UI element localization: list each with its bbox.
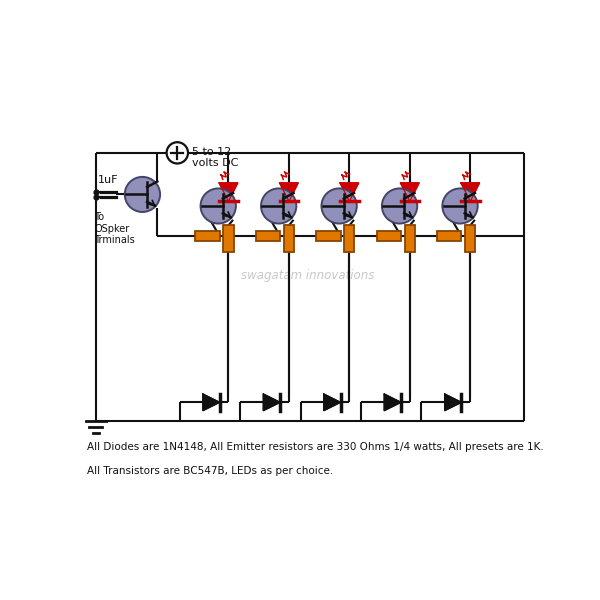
- Polygon shape: [280, 183, 298, 202]
- Bar: [256, 231, 280, 241]
- Text: swagatam innovations: swagatam innovations: [241, 269, 374, 282]
- Text: To
OSpker
Trminals: To OSpker Trminals: [95, 212, 135, 245]
- Circle shape: [322, 188, 357, 224]
- Text: 1uF: 1uF: [98, 175, 119, 185]
- Bar: [437, 231, 461, 241]
- Circle shape: [200, 188, 236, 224]
- Polygon shape: [384, 394, 401, 410]
- Bar: [377, 231, 401, 241]
- Polygon shape: [461, 183, 479, 202]
- Circle shape: [261, 188, 296, 224]
- Bar: [284, 226, 294, 252]
- Polygon shape: [401, 183, 419, 202]
- Polygon shape: [340, 183, 359, 202]
- Circle shape: [382, 188, 417, 224]
- Polygon shape: [219, 183, 238, 202]
- Circle shape: [442, 188, 478, 224]
- Circle shape: [125, 177, 160, 212]
- Bar: [404, 226, 415, 252]
- Bar: [465, 226, 475, 252]
- Bar: [316, 231, 341, 241]
- Text: All Diodes are 1N4148, All Emitter resistors are 330 Ohms 1/4 watts, All presets: All Diodes are 1N4148, All Emitter resis…: [86, 442, 544, 452]
- Polygon shape: [203, 394, 220, 410]
- Polygon shape: [324, 394, 341, 410]
- Polygon shape: [445, 394, 461, 410]
- Polygon shape: [263, 394, 280, 410]
- Circle shape: [167, 142, 188, 163]
- Bar: [223, 226, 233, 252]
- Text: 5 to 12
volts DC: 5 to 12 volts DC: [192, 146, 239, 168]
- Bar: [344, 226, 355, 252]
- Text: All Transistors are BC547B, LEDs as per choice.: All Transistors are BC547B, LEDs as per …: [86, 466, 333, 476]
- Bar: [196, 231, 220, 241]
